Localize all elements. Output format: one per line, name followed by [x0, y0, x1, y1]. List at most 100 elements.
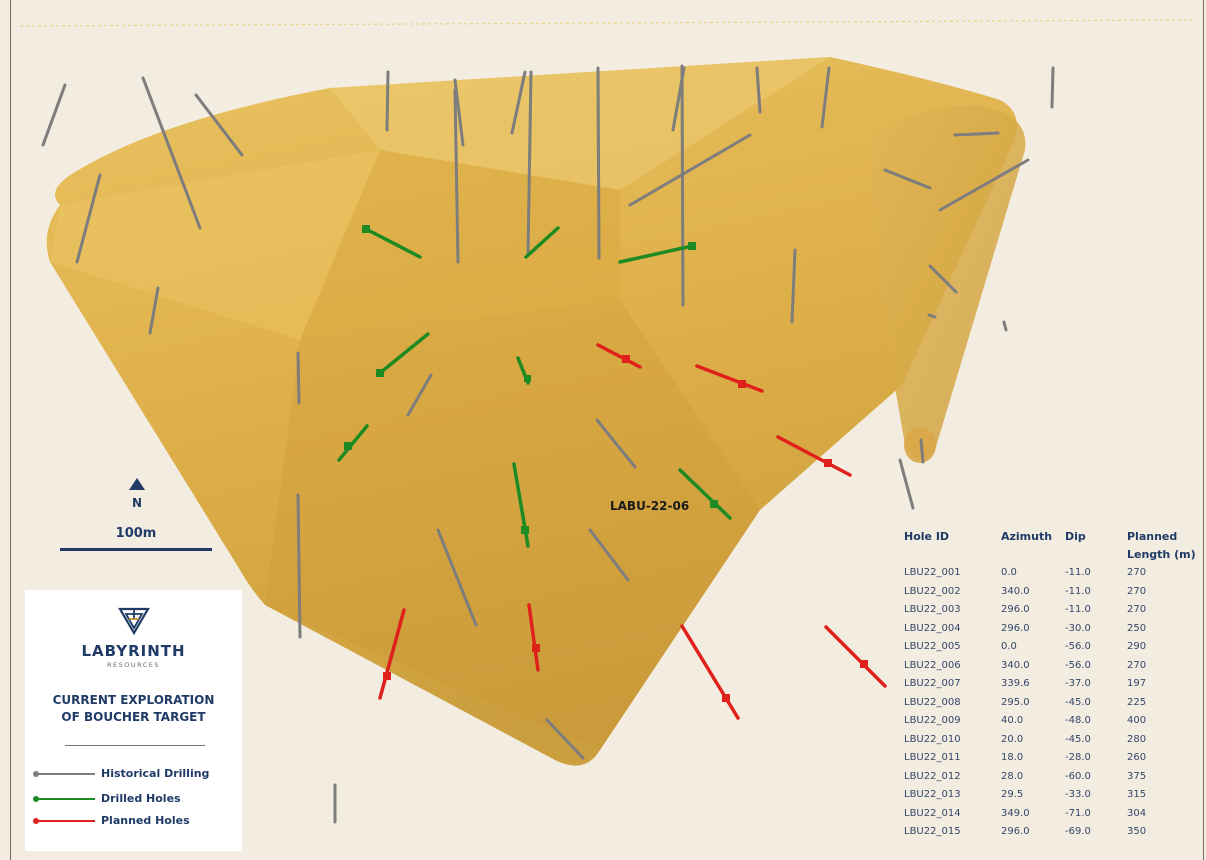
cell-length: 250 — [1127, 622, 1147, 634]
historical-drillholes — [41, 64, 1055, 824]
cell-hole-id: LBU22_012 — [904, 770, 961, 782]
historical-hole — [41, 83, 67, 147]
drilled-hole — [337, 424, 369, 462]
header-hole-id: Hole ID — [904, 530, 950, 543]
planned-hole — [695, 364, 764, 393]
cell-azimuth: 40.0 — [1001, 715, 1024, 726]
planned-holes-table: Hole ID Azimuth Dip Planned Length (m) L… — [904, 527, 1200, 843]
drilled-hole — [618, 244, 694, 264]
historical-hole — [1050, 66, 1055, 109]
orebody-facet — [265, 300, 760, 750]
cell-dip: -45.0 — [1065, 733, 1091, 745]
legend-dot — [33, 771, 39, 777]
cell-hole-id: LBU22_006 — [904, 659, 961, 671]
historical-hole — [526, 70, 533, 257]
historical-hole — [296, 351, 301, 405]
planned-hole — [596, 343, 642, 369]
table-row: LBU22_008 295.0 -45.0 225 — [904, 695, 1200, 714]
cell-length: 315 — [1127, 789, 1147, 800]
cell-hole-id: LBU22_015 — [904, 826, 961, 837]
north-arrow-icon — [129, 478, 145, 490]
historical-hole — [296, 493, 302, 639]
historical-hole — [953, 131, 1000, 137]
table-row: LBU22_010 20.0 -45.0 280 — [904, 732, 1200, 751]
panel-title-line2: OF BOUCHER TARGET — [61, 710, 206, 724]
historical-hole — [1002, 320, 1008, 332]
cell-dip: -69.0 — [1065, 826, 1091, 837]
drilled-holes — [337, 225, 732, 548]
cell-hole-id: LBU22_005 — [904, 641, 961, 652]
cell-azimuth: 340.0 — [1001, 585, 1030, 597]
drilled-hole — [364, 227, 422, 259]
table-row: LBU22_015 296.0 -69.0 350 — [904, 824, 1200, 843]
table-row: LBU22_006 340.0 -56.0 270 — [904, 658, 1200, 677]
historical-hole — [194, 93, 244, 157]
cell-azimuth: 296.0 — [1001, 604, 1030, 615]
table-row: LBU22_013 29.5 -33.0 315 — [904, 787, 1200, 806]
logo-subtitle: RESOURCES — [106, 661, 161, 669]
historical-hole — [680, 64, 685, 307]
cell-hole-id: LBU22_011 — [904, 752, 961, 763]
cell-dip: -56.0 — [1065, 641, 1091, 652]
cell-azimuth: 296.0 — [1001, 826, 1030, 837]
cell-dip: -45.0 — [1065, 696, 1091, 708]
cell-dip: -28.0 — [1065, 752, 1091, 763]
legend-label: Planned Holes — [101, 814, 190, 827]
table-row: LBU22_011 18.0 -28.0 260 — [904, 750, 1200, 769]
historical-hole — [919, 438, 925, 464]
legend-label: Drilled Holes — [101, 792, 181, 805]
historical-hole — [755, 66, 762, 114]
historical-hole — [510, 70, 527, 135]
cell-dip: -60.0 — [1065, 770, 1091, 782]
cell-azimuth: 29.5 — [1001, 789, 1024, 800]
historical-hole — [75, 173, 102, 264]
table-row: LBU22_004 296.0 -30.0 250 — [904, 621, 1200, 640]
historical-hole — [898, 458, 915, 510]
legend-dot — [33, 818, 39, 824]
orebody-facet — [300, 150, 620, 340]
planned-hole — [776, 435, 852, 477]
cell-length: 304 — [1127, 807, 1147, 819]
company-logo: LABYRINTH RESOURCES — [25, 606, 242, 669]
scale-bar: 100m — [60, 526, 212, 551]
cell-length: 350 — [1127, 826, 1147, 837]
cell-azimuth: 28.0 — [1001, 770, 1024, 782]
north-label: N — [131, 496, 143, 510]
orebody-shape — [46, 57, 1018, 766]
cell-dip: -11.0 — [1065, 585, 1091, 597]
header-planned: Planned — [1127, 530, 1178, 543]
panel-title: CURRENT EXPLORATION OF BOUCHER TARGET — [25, 692, 242, 726]
legend-item-historical: Historical Drilling — [33, 767, 240, 781]
panel-title-line1: CURRENT EXPLORATION — [52, 693, 215, 707]
cell-dip: -33.0 — [1065, 789, 1091, 800]
cell-azimuth: 339.6 — [1001, 678, 1030, 689]
cell-hole-id: LBU22_014 — [904, 807, 961, 819]
cell-dip: -71.0 — [1065, 807, 1091, 819]
frame-dotted-line — [19, 19, 1196, 27]
orebody-facet — [50, 150, 380, 340]
drilled-hole — [378, 332, 430, 375]
cell-dip: -56.0 — [1065, 659, 1091, 671]
planned-hole — [824, 625, 887, 688]
historical-hole — [595, 418, 637, 469]
cell-hole-id: LBU22_013 — [904, 789, 961, 800]
cell-hole-id: LBU22_010 — [904, 733, 961, 745]
header-dip: Dip — [1065, 530, 1086, 543]
cell-hole-id: LBU22_001 — [904, 567, 961, 578]
table-row: LBU22_005 0.0 -56.0 290 — [904, 639, 1200, 658]
labyrinth-logo-icon — [117, 607, 150, 636]
drilled-hole — [678, 468, 732, 520]
cell-azimuth: 349.0 — [1001, 807, 1030, 819]
cell-hole-id: LBU22_007 — [904, 678, 961, 689]
legend-swatch — [35, 820, 95, 822]
table-row: LBU22_003 296.0 -11.0 270 — [904, 602, 1200, 621]
historical-hole — [545, 718, 585, 760]
historical-hole — [927, 313, 937, 319]
cell-dip: -37.0 — [1065, 678, 1091, 689]
cell-length: 225 — [1127, 696, 1147, 708]
historical-hole — [406, 373, 433, 417]
historical-hole — [928, 264, 958, 294]
cell-hole-id: LBU22_002 — [904, 585, 961, 597]
table-row: LBU22_002 340.0 -11.0 270 — [904, 584, 1200, 603]
